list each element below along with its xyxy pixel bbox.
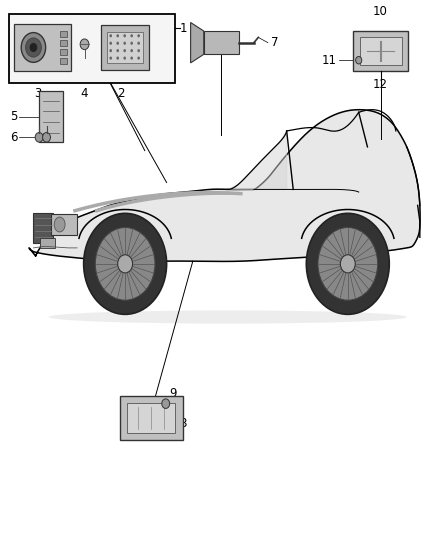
Bar xyxy=(127,403,175,433)
Text: 9: 9 xyxy=(169,387,176,400)
Bar xyxy=(51,214,77,235)
Circle shape xyxy=(110,49,112,52)
Polygon shape xyxy=(191,22,204,63)
Circle shape xyxy=(138,49,140,52)
Circle shape xyxy=(30,43,37,52)
Circle shape xyxy=(25,38,41,57)
Circle shape xyxy=(117,34,119,37)
Circle shape xyxy=(118,255,133,273)
Bar xyxy=(60,49,67,55)
Circle shape xyxy=(131,42,133,45)
Bar xyxy=(33,213,53,243)
Circle shape xyxy=(162,399,170,408)
Circle shape xyxy=(42,133,50,142)
Circle shape xyxy=(117,49,119,52)
Circle shape xyxy=(124,49,126,52)
Bar xyxy=(60,31,67,37)
Bar xyxy=(120,395,183,440)
Bar xyxy=(39,91,63,142)
Circle shape xyxy=(80,39,89,50)
Circle shape xyxy=(138,56,140,60)
Circle shape xyxy=(318,228,378,300)
Bar xyxy=(107,31,144,63)
Bar xyxy=(353,31,408,71)
Circle shape xyxy=(117,42,119,45)
Circle shape xyxy=(340,255,355,273)
Text: 12: 12 xyxy=(373,78,388,91)
Text: 2: 2 xyxy=(117,87,124,100)
Text: 10: 10 xyxy=(373,5,388,18)
Circle shape xyxy=(131,49,133,52)
Text: 11: 11 xyxy=(322,54,337,67)
Circle shape xyxy=(124,42,126,45)
Text: 6: 6 xyxy=(10,131,17,144)
Circle shape xyxy=(131,56,133,60)
Circle shape xyxy=(356,56,362,64)
Bar xyxy=(101,25,149,70)
Text: 5: 5 xyxy=(10,110,17,123)
Bar xyxy=(60,40,67,46)
Circle shape xyxy=(84,213,166,314)
Circle shape xyxy=(35,133,43,142)
Circle shape xyxy=(131,34,133,37)
Circle shape xyxy=(95,228,155,300)
Text: 1: 1 xyxy=(180,22,187,35)
Bar xyxy=(14,23,71,71)
Polygon shape xyxy=(29,110,420,261)
Circle shape xyxy=(124,56,126,60)
Text: 8: 8 xyxy=(180,417,187,430)
Circle shape xyxy=(117,56,119,60)
Bar xyxy=(60,58,67,64)
Polygon shape xyxy=(228,131,287,189)
Text: 3: 3 xyxy=(34,87,42,100)
Bar xyxy=(40,238,55,248)
Circle shape xyxy=(124,34,126,37)
Circle shape xyxy=(21,33,46,62)
Circle shape xyxy=(110,42,112,45)
Circle shape xyxy=(110,56,112,60)
Ellipse shape xyxy=(49,310,407,324)
Circle shape xyxy=(306,213,389,314)
Ellipse shape xyxy=(54,217,65,232)
Circle shape xyxy=(110,34,112,37)
Bar xyxy=(360,37,402,65)
Text: 7: 7 xyxy=(272,36,279,49)
Bar xyxy=(204,31,239,54)
Bar xyxy=(10,14,175,83)
Circle shape xyxy=(138,34,140,37)
Text: 4: 4 xyxy=(81,87,88,100)
Circle shape xyxy=(138,42,140,45)
